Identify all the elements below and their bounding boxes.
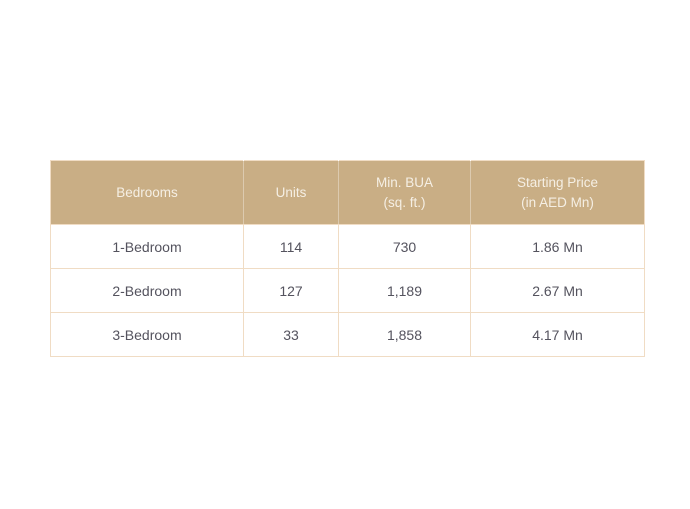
table-row: 2-Bedroom 127 1,189 2.67 Mn <box>50 268 645 313</box>
cell-starting-price: 4.17 Mn <box>470 312 645 357</box>
cell-min-bua: 730 <box>338 224 471 269</box>
header-label-line1: Starting Price <box>516 174 599 190</box>
header-cell-bedrooms: Bedrooms <box>50 160 244 225</box>
header-label-line2: (sq. ft.) <box>383 194 426 210</box>
header-cell-starting-price: Starting Price (in AED Mn) <box>470 160 645 225</box>
table-header-row: Bedrooms Units Min. BUA (sq. ft.) Starti… <box>50 160 645 225</box>
header-cell-units: Units <box>243 160 339 225</box>
header-label-line1: Min. BUA <box>375 174 433 190</box>
header-cell-min-bua: Min. BUA (sq. ft.) <box>338 160 471 225</box>
cell-starting-price: 1.86 Mn <box>470 224 645 269</box>
cell-units: 114 <box>243 224 339 269</box>
cell-bedrooms: 1-Bedroom <box>50 224 244 269</box>
cell-min-bua: 1,189 <box>338 268 471 313</box>
cell-starting-price: 2.67 Mn <box>470 268 645 313</box>
unit-pricing-table: Bedrooms Units Min. BUA (sq. ft.) Starti… <box>50 160 645 357</box>
header-label: Units <box>275 184 307 200</box>
cell-min-bua: 1,858 <box>338 312 471 357</box>
header-label: Bedrooms <box>116 184 178 200</box>
cell-units: 33 <box>243 312 339 357</box>
header-label-line2: (in AED Mn) <box>521 194 594 210</box>
cell-units: 127 <box>243 268 339 313</box>
table-row: 3-Bedroom 33 1,858 4.17 Mn <box>50 312 645 357</box>
cell-bedrooms: 2-Bedroom <box>50 268 244 313</box>
table-row: 1-Bedroom 114 730 1.86 Mn <box>50 224 645 269</box>
cell-bedrooms: 3-Bedroom <box>50 312 244 357</box>
